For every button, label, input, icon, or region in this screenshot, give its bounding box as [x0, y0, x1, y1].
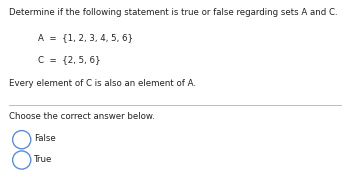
Text: Every element of C is also an element of A.: Every element of C is also an element of…	[9, 79, 196, 88]
Text: Determine if the following statement is true or false regarding sets A and C.: Determine if the following statement is …	[9, 8, 337, 17]
Text: A  =  {1, 2, 3, 4, 5, 6}: A = {1, 2, 3, 4, 5, 6}	[38, 33, 134, 42]
Text: True: True	[34, 154, 52, 164]
Text: C  =  {2, 5, 6}: C = {2, 5, 6}	[38, 56, 101, 65]
Text: False: False	[34, 134, 56, 143]
Text: Choose the correct answer below.: Choose the correct answer below.	[9, 112, 154, 121]
